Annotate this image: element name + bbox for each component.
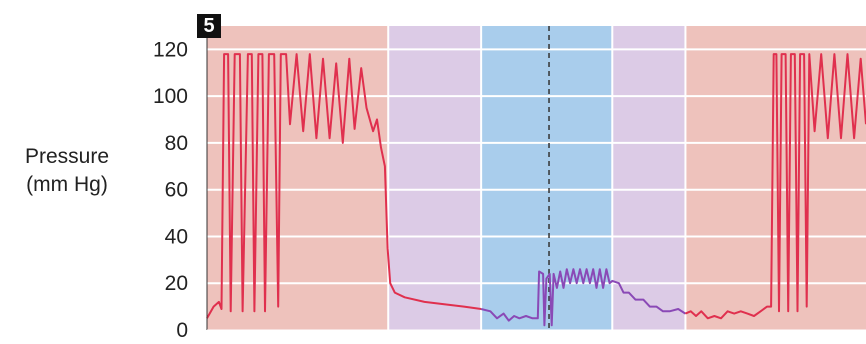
- phase-region-1: [388, 26, 482, 330]
- y-axis: 0 20 40 60 80 100 120: [153, 26, 866, 342]
- pressure-trace-segment-0: [206, 53, 482, 319]
- y-axis-label-line1: Pressure: [24, 145, 110, 168]
- y-axis-label: Pressure (mm Hg): [2, 143, 132, 199]
- phase-region-3: [612, 26, 686, 330]
- y-tick-label-60: 60: [165, 179, 188, 202]
- panel-number-badge: 5: [197, 14, 221, 38]
- y-tick-label-100: 100: [153, 85, 188, 108]
- pressure-trace-segment-1: [480, 268, 686, 327]
- series-layer: [206, 53, 866, 327]
- y-tick-label-120: 120: [153, 38, 188, 61]
- y-tick-label-20: 20: [165, 272, 188, 295]
- shaded-phase-regions: [207, 26, 866, 330]
- y-axis-label-line2: (mm Hg): [26, 173, 108, 196]
- y-tick-label-80: 80: [165, 132, 188, 155]
- pressure-trace-segment-2: [685, 53, 866, 320]
- gridlines: [207, 26, 866, 330]
- y-tick-label-40: 40: [165, 225, 188, 248]
- y-tick-label-0: 0: [176, 319, 188, 342]
